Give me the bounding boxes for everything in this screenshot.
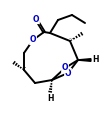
Text: ⋯: ⋯	[19, 64, 26, 69]
Polygon shape	[78, 59, 91, 61]
Text: ⋯: ⋯	[68, 35, 75, 40]
Text: O: O	[62, 63, 68, 72]
Text: O: O	[33, 14, 39, 24]
Text: O: O	[30, 35, 36, 45]
Text: H: H	[92, 56, 99, 65]
Text: H: H	[47, 94, 53, 103]
Text: O: O	[65, 68, 71, 77]
